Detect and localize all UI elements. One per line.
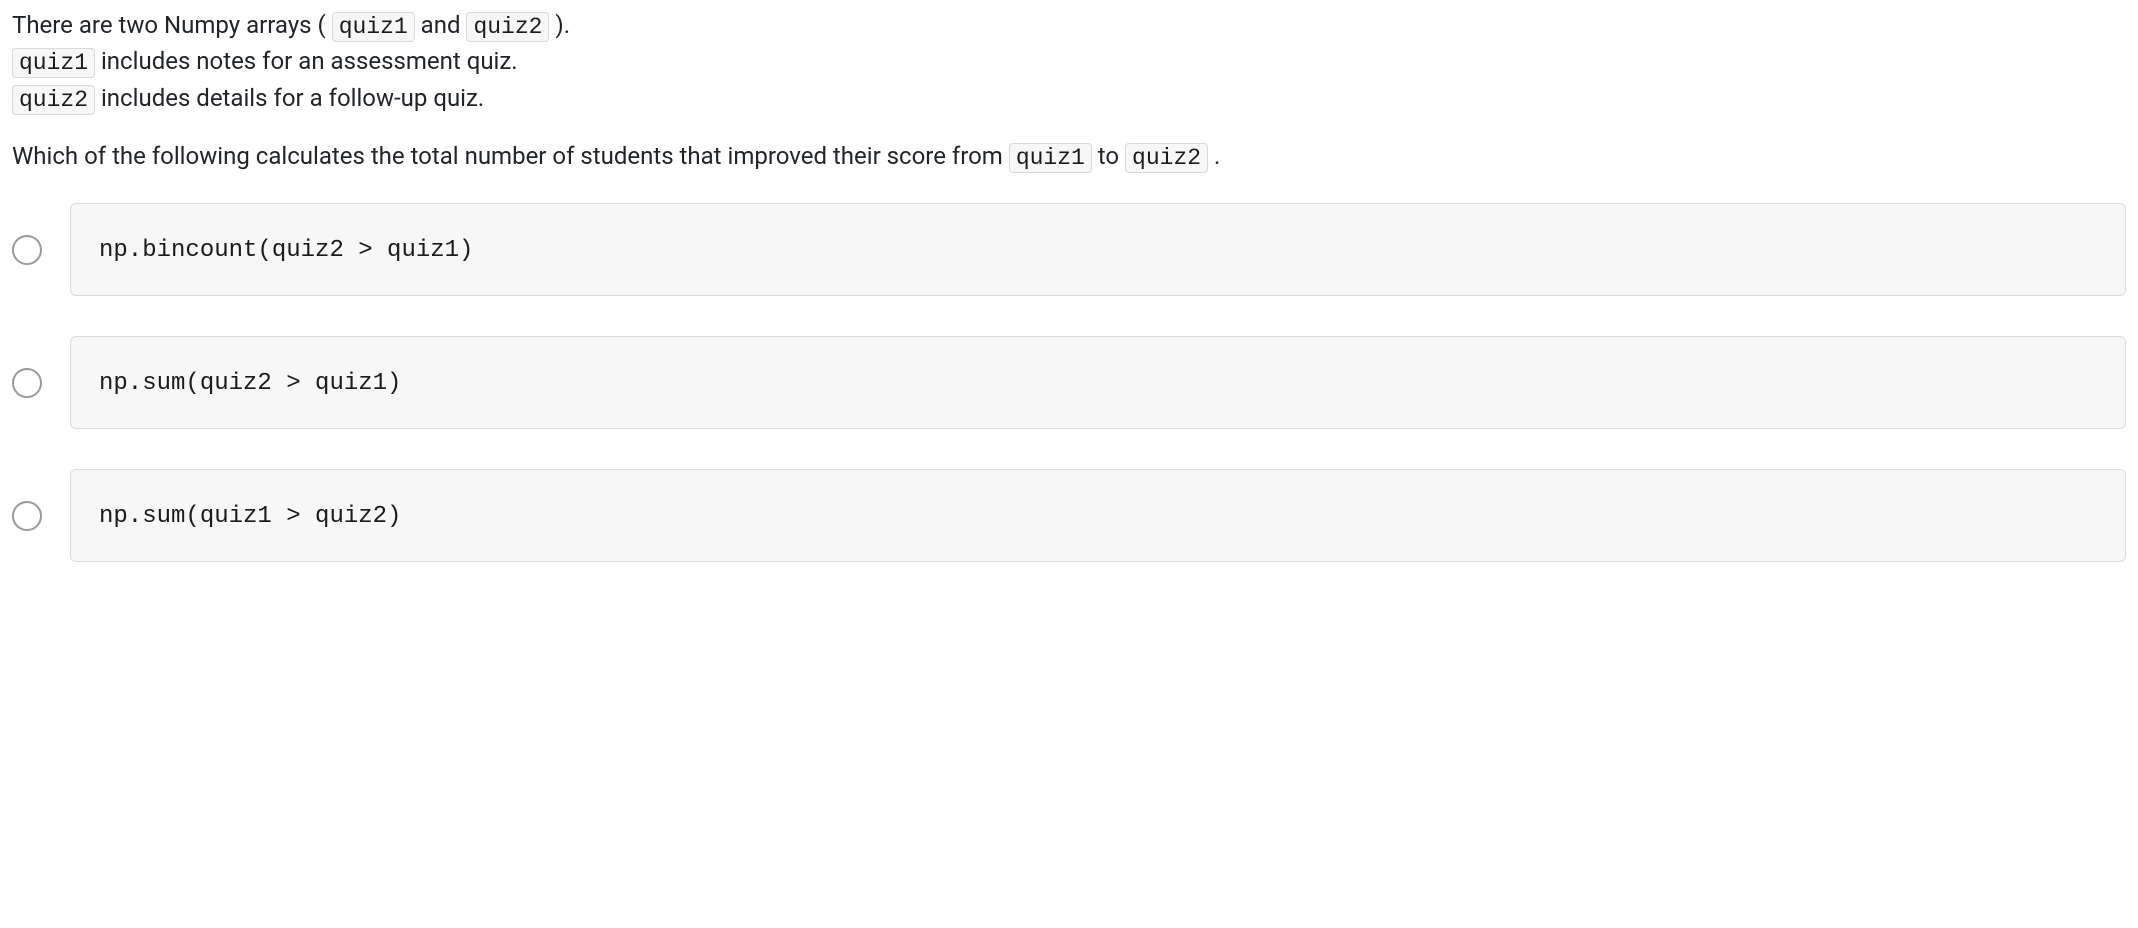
text-fragment: to: [1092, 142, 1125, 170]
question-line-3: quiz2 includes details for a follow-up q…: [12, 81, 2126, 117]
code-inline-quiz2: quiz2: [1125, 143, 1208, 173]
question-text: There are two Numpy arrays ( quiz1 and q…: [12, 8, 2126, 175]
code-block: np.sum(quiz1 > quiz2): [70, 469, 2126, 562]
text-fragment: Which of the following calculates the to…: [12, 142, 1009, 170]
option-row: np.sum(quiz2 > quiz1): [12, 336, 2126, 429]
question-line-2: quiz1 includes notes for an assessment q…: [12, 44, 2126, 80]
text-fragment: There are two Numpy arrays (: [12, 11, 332, 39]
text-fragment: includes notes for an assessment quiz.: [95, 47, 518, 75]
code-inline-quiz2: quiz2: [12, 85, 95, 115]
code-inline-quiz2: quiz2: [466, 12, 549, 42]
code-inline-quiz1: quiz1: [12, 48, 95, 78]
text-fragment: and: [415, 11, 467, 39]
option-code: np.bincount(quiz2 > quiz1): [99, 237, 473, 264]
option-row: np.sum(quiz1 > quiz2): [12, 469, 2126, 562]
radio-option-1[interactable]: [12, 235, 42, 265]
code-block: np.sum(quiz2 > quiz1): [70, 336, 2126, 429]
option-row: np.bincount(quiz2 > quiz1): [12, 203, 2126, 296]
option-code: np.sum(quiz1 > quiz2): [99, 503, 401, 530]
option-code: np.sum(quiz2 > quiz1): [99, 370, 401, 397]
code-inline-quiz1: quiz1: [332, 12, 415, 42]
question-line-1: There are two Numpy arrays ( quiz1 and q…: [12, 8, 2126, 44]
text-fragment: ).: [549, 11, 570, 39]
radio-option-3[interactable]: [12, 501, 42, 531]
options-list: np.bincount(quiz2 > quiz1) np.sum(quiz2 …: [12, 203, 2126, 562]
question-line-4: Which of the following calculates the to…: [12, 139, 2126, 175]
code-inline-quiz1: quiz1: [1009, 143, 1092, 173]
code-block: np.bincount(quiz2 > quiz1): [70, 203, 2126, 296]
text-fragment: .: [1208, 142, 1220, 170]
radio-option-2[interactable]: [12, 368, 42, 398]
text-fragment: includes details for a follow-up quiz.: [95, 84, 484, 112]
